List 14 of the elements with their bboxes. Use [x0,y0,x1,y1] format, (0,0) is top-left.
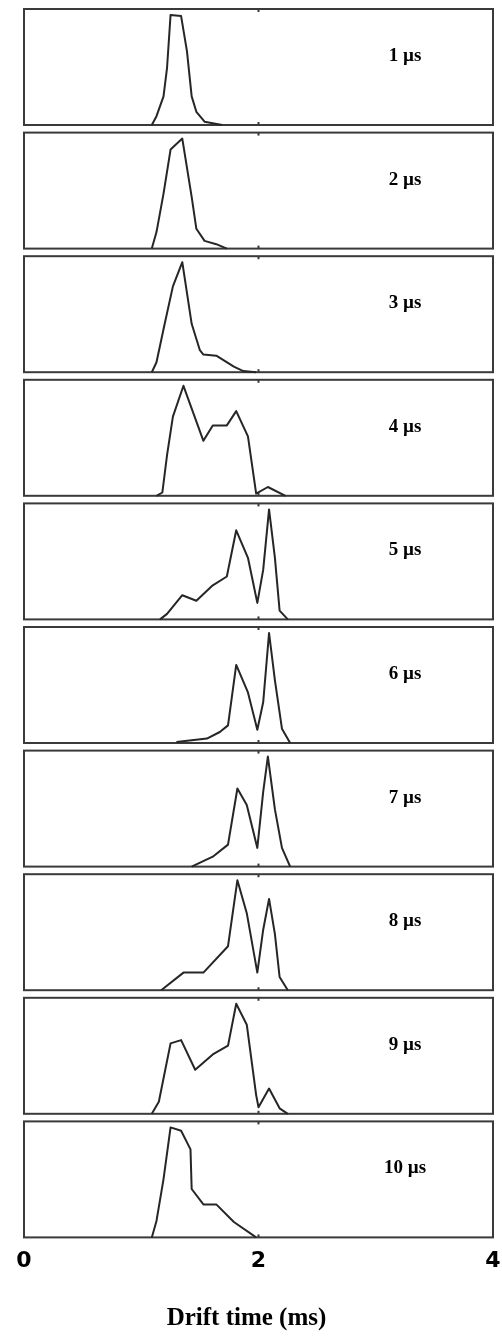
x-tick-label: 0 [16,1247,32,1273]
annotation: 7 µs [388,785,422,807]
annotation: 1 µs [388,44,422,65]
annotation: 2 µs [388,167,422,189]
annotation: 5 µs [388,538,422,560]
x-axis-title: Drift time (ms) [166,1303,327,1332]
x-tick-label: 4 [485,1247,501,1273]
annotation: 4 µs [388,414,422,436]
annotation: 3 µs [388,291,422,313]
annotation: 8 µs [388,909,422,931]
annotation: 6 µs [388,662,422,683]
x-tick-label: 2 [250,1247,267,1273]
annotation: 9 µs [388,1032,422,1054]
annotation: 10 µs [383,1156,427,1178]
